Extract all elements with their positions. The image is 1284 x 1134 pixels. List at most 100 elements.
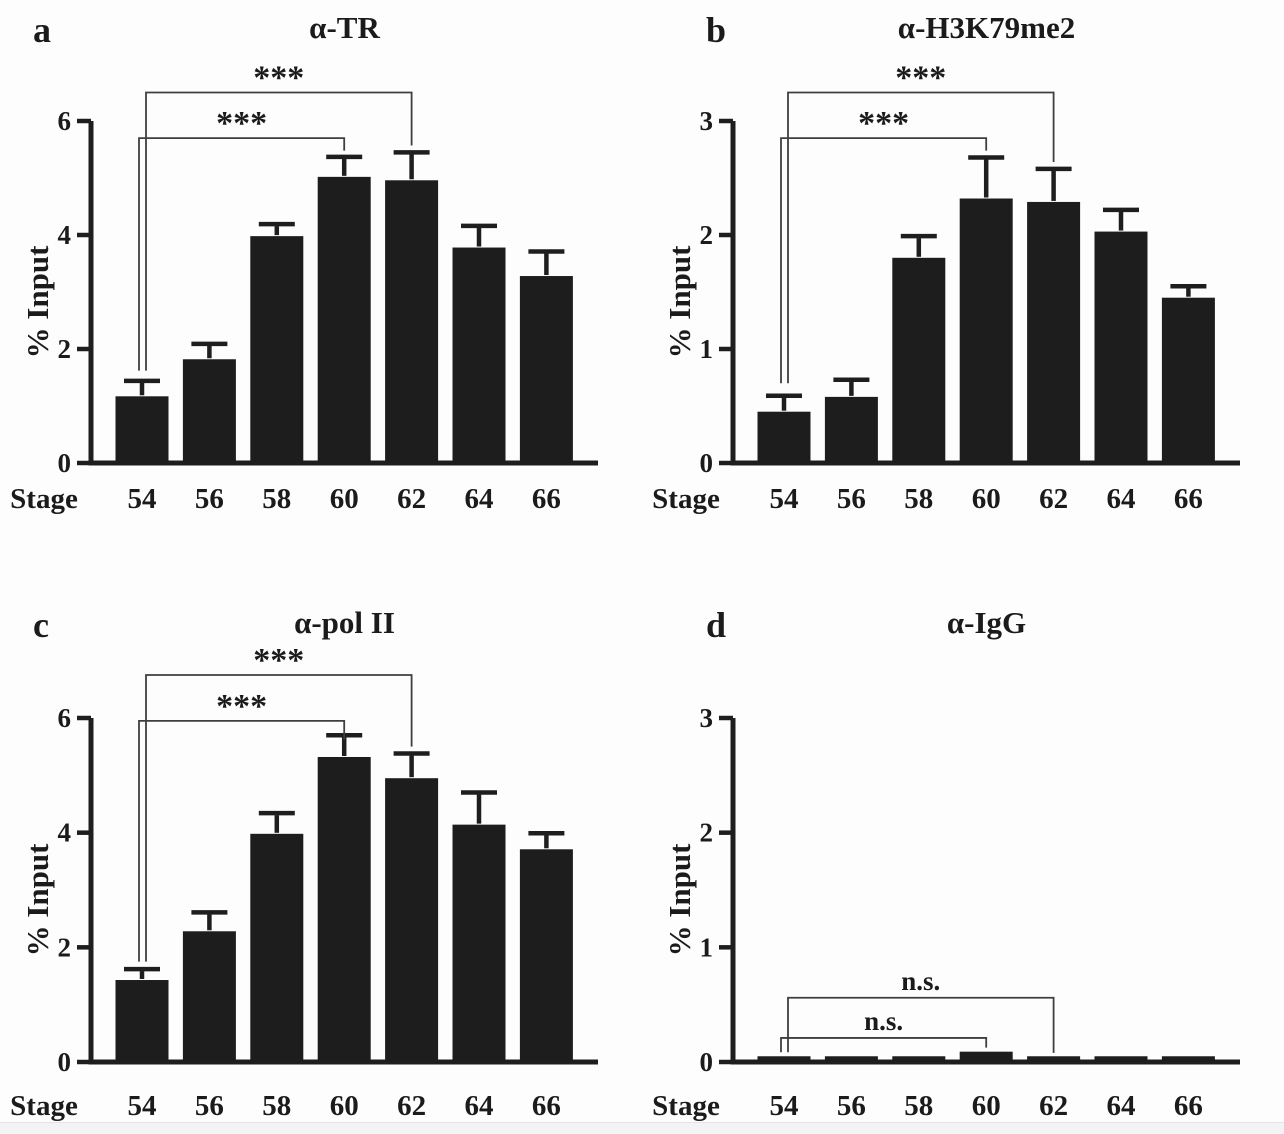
significance-bracket-54-62 <box>145 91 413 371</box>
panel-b: b α-H3K79me2 0 1 2 3 % Input *** *** Stage 54 56 58 6… <box>642 0 1284 567</box>
panel-a: a α-TR 0 2 4 6 % Input *** *** Stage 54 56 58 60 62 64 6… <box>0 0 642 567</box>
y-axis-label: % Input <box>662 245 697 359</box>
panel-letter: c <box>33 605 49 645</box>
y-axis-tick-label: 4 <box>58 818 72 848</box>
significance-bracket-54-60 <box>138 719 346 962</box>
y-axis-tick-label: 6 <box>58 703 72 733</box>
significance-label-54-60: *** <box>858 105 909 142</box>
panel-title: α-IgG <box>947 605 1026 640</box>
panel-letter: b <box>706 10 726 50</box>
chart-panel-c: c α-pol II 0 2 4 6 % Input *** *** Stage 54 56 58 60 6… <box>10 605 598 1122</box>
x-tick-label-60: 60 <box>330 483 359 515</box>
panel-c: c α-pol II 0 2 4 6 % Input *** *** Stage 54 56 58 60 6… <box>0 567 642 1134</box>
panel-title: α-pol II <box>294 605 395 640</box>
y-axis-tick-label: 1 <box>700 932 714 962</box>
panel-letter: a <box>33 10 51 50</box>
y-axis-label: % Input <box>662 843 697 957</box>
significance-bracket-54-62 <box>787 996 1055 1053</box>
bar-stage-62 <box>1027 201 1081 463</box>
bar-stage-54 <box>115 396 169 463</box>
y-axis-tick-label: 1 <box>700 334 714 364</box>
y-axis-tick-label: 0 <box>58 1047 72 1077</box>
y-axis-tick-label: 2 <box>700 220 714 250</box>
significance-label-54-62: *** <box>253 60 304 97</box>
bar-stage-58 <box>892 1056 946 1062</box>
chart-panel-a: a α-TR 0 2 4 6 % Input *** *** Stage 54 56 58 60 62 64 6… <box>10 10 598 515</box>
panel-d: d α-IgG 0 1 2 3 % Input n.s. n.s. Stage 54 56 58 60 62… <box>642 567 1284 1134</box>
bar-stage-60 <box>317 176 371 464</box>
y-axis-tick-label: 2 <box>58 334 72 364</box>
x-tick-label-54: 54 <box>128 1090 157 1122</box>
bar-stage-56 <box>182 359 236 463</box>
x-tick-label-60: 60 <box>972 1090 1001 1122</box>
bar-stage-62 <box>385 778 439 1062</box>
x-tick-label-56: 56 <box>195 1090 224 1122</box>
y-axis-tick-label: 0 <box>58 448 72 478</box>
bar-stage-60 <box>317 756 371 1062</box>
y-axis-tick-label: 4 <box>58 220 72 250</box>
x-tick-label-54: 54 <box>770 1090 799 1122</box>
bar-stage-66 <box>1161 297 1215 463</box>
chart-panel-d: d α-IgG 0 1 2 3 % Input n.s. n.s. Stage 54 56 58 60 62… <box>652 605 1240 1122</box>
bar-stage-58 <box>250 236 304 463</box>
bar-stage-66 <box>519 849 573 1062</box>
bar-stage-60 <box>959 198 1013 463</box>
bar-stage-64 <box>452 247 506 463</box>
significance-label-54-60: *** <box>216 688 267 725</box>
y-axis-tick-label: 6 <box>58 106 72 136</box>
y-axis-label: % Input <box>20 245 55 359</box>
bar-stage-56 <box>824 1056 878 1062</box>
bar-stage-64 <box>1094 1056 1148 1062</box>
significance-label-54-62: n.s. <box>901 966 940 996</box>
x-axis-prefix-label: Stage <box>652 1090 720 1122</box>
bar-stage-54 <box>757 1056 811 1062</box>
y-axis-tick-label: 3 <box>700 703 714 733</box>
x-axis-prefix-label: Stage <box>10 483 78 515</box>
x-tick-label-56: 56 <box>195 483 224 515</box>
x-tick-label-66: 66 <box>1174 1090 1203 1122</box>
x-tick-label-62: 62 <box>1039 483 1068 515</box>
bar-stage-58 <box>892 257 946 463</box>
y-axis-tick-label: 2 <box>700 818 714 848</box>
x-tick-label-54: 54 <box>770 483 799 515</box>
x-tick-label-58: 58 <box>904 483 933 515</box>
x-tick-label-58: 58 <box>904 1090 933 1122</box>
significance-label-54-60: n.s. <box>864 1006 903 1036</box>
x-tick-label-66: 66 <box>532 1090 561 1122</box>
chart-panel-b: b α-H3K79me2 0 1 2 3 % Input *** *** Stage 54 56 58 6… <box>652 10 1240 515</box>
significance-bracket-54-62 <box>787 91 1055 384</box>
y-axis-label: % Input <box>20 843 55 957</box>
bar-stage-62 <box>385 180 439 463</box>
x-tick-label-62: 62 <box>397 1090 426 1122</box>
bar-stage-62 <box>1027 1056 1081 1062</box>
significance-bracket-54-60 <box>780 1037 988 1053</box>
significance-label-54-60: *** <box>216 105 267 142</box>
bar-stage-64 <box>1094 231 1148 463</box>
x-tick-label-56: 56 <box>837 483 866 515</box>
significance-bracket-54-60 <box>138 137 346 371</box>
x-tick-label-60: 60 <box>330 1090 359 1122</box>
x-tick-label-54: 54 <box>128 483 157 515</box>
bar-stage-58 <box>250 833 304 1062</box>
bar-stage-64 <box>452 824 506 1062</box>
bar-stage-56 <box>182 931 236 1062</box>
significance-label-54-62: *** <box>253 642 304 679</box>
x-tick-label-66: 66 <box>1174 483 1203 515</box>
x-tick-label-64: 64 <box>465 1090 494 1122</box>
y-axis-tick-label: 0 <box>700 1047 714 1077</box>
bar-stage-66 <box>1161 1056 1215 1062</box>
bar-stage-56 <box>824 396 878 463</box>
x-tick-label-58: 58 <box>262 1090 291 1122</box>
significance-label-54-62: *** <box>895 60 946 97</box>
significance-bracket-54-62 <box>145 674 413 962</box>
panel-letter: d <box>706 605 726 645</box>
x-tick-label-64: 64 <box>1107 1090 1136 1122</box>
x-tick-label-66: 66 <box>532 483 561 515</box>
x-tick-label-62: 62 <box>397 483 426 515</box>
x-axis-prefix-label: Stage <box>10 1090 78 1122</box>
x-tick-label-58: 58 <box>262 483 291 515</box>
y-axis-tick-label: 3 <box>700 106 714 136</box>
bar-stage-66 <box>519 276 573 463</box>
y-axis-tick-label: 2 <box>58 932 72 962</box>
